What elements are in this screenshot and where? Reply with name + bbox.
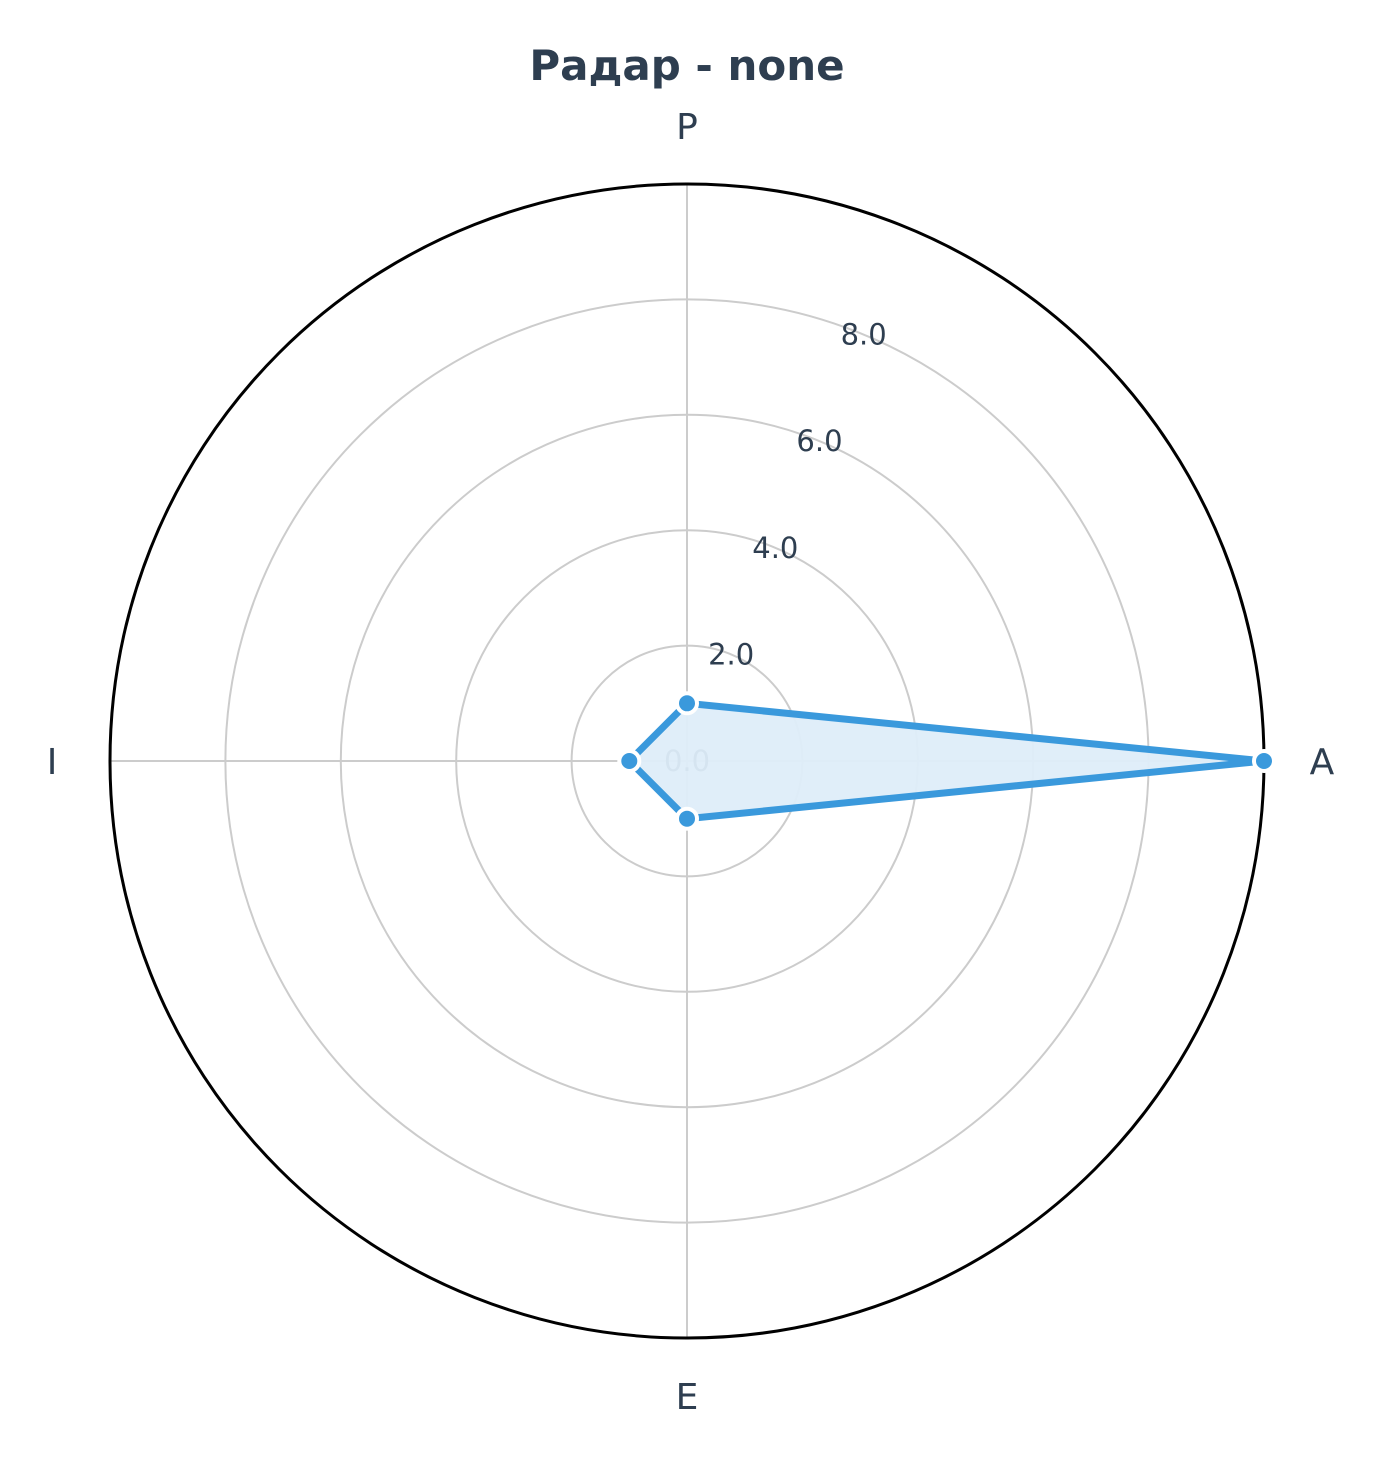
axis-labels: A P I E	[47, 107, 1335, 1418]
axis-label-E: E	[676, 1377, 699, 1418]
axis-label-P: P	[676, 107, 698, 148]
data-point-P	[675, 691, 699, 716]
axis-label-I: I	[47, 742, 58, 783]
series-area-0	[629, 703, 1264, 819]
tick-label-2: 4.0	[752, 531, 798, 565]
tick-label-4: 8.0	[841, 318, 887, 352]
tick-label-1: 2.0	[708, 637, 754, 671]
data-point-A	[1252, 749, 1276, 773]
data-point-E	[675, 806, 699, 831]
chart-title: Радар - none	[529, 41, 844, 90]
axis-label-A: A	[1310, 742, 1335, 783]
data-point-I	[617, 749, 642, 773]
radar-series	[617, 691, 1276, 831]
tick-label-3: 6.0	[796, 424, 842, 458]
